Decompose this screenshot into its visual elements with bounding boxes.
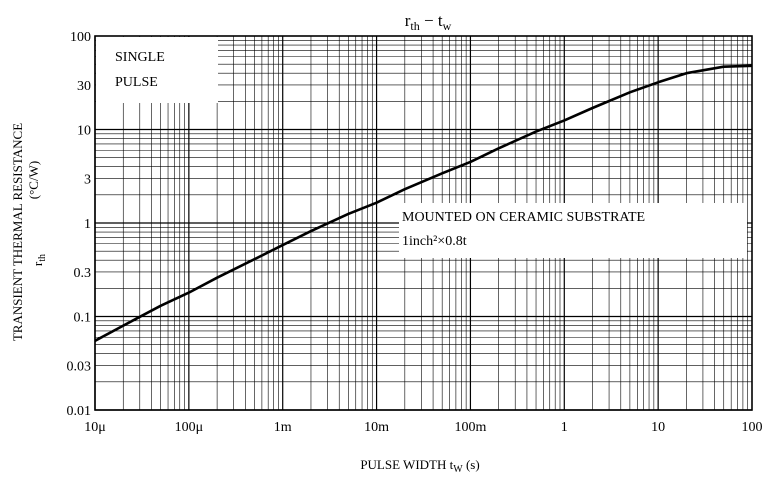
y-axis-unit: (°C/W) — [26, 161, 41, 199]
y-tick-label: 0.03 — [67, 359, 92, 374]
plot-frame — [94, 35, 753, 411]
substrate-sub-label: 1inch²×0.8t — [402, 234, 467, 249]
x-tick-label: 10μ — [84, 420, 106, 435]
chart-title: rth − tw — [405, 11, 452, 33]
x-axis-label: PULSE WIDTH tW (s) — [360, 457, 479, 475]
x-tick-labels: 10μ 100μ 1m 10m 100m 1 10 100 — [84, 420, 762, 435]
x-tick-label: 100 — [742, 420, 763, 435]
x-tick-label: 1m — [274, 420, 292, 435]
substrate-label: MOUNTED ON CERAMIC SUBSTRATE — [402, 210, 645, 225]
series — [94, 64, 753, 342]
x-tick-label: 10 — [651, 420, 665, 435]
annotation-boxes: SINGLE PULSE MOUNTED ON CERAMIC SUBSTRATE 1… — [96, 37, 747, 258]
single-pulse-box — [96, 37, 218, 103]
substrate-box — [399, 203, 747, 258]
y-tick-label: 0.3 — [74, 266, 92, 281]
y-tick-label: 0.01 — [67, 404, 92, 419]
x-tick-label: 100m — [454, 420, 486, 435]
x-tick-label: 100μ — [175, 420, 204, 435]
y-tick-label: 100 — [70, 30, 91, 45]
y-tick-labels: 100 30 10 3 1 0.3 0.1 0.03 0.01 — [67, 30, 92, 419]
x-tick-label: 10m — [364, 420, 389, 435]
x-tick-label: 1 — [561, 420, 568, 435]
y-tick-label: 1 — [84, 217, 91, 232]
y-tick-label: 3 — [84, 172, 91, 187]
y-tick-label: 30 — [77, 79, 91, 94]
y-axis-label-line1: TRANSIENT THERMAL RESISTANCE — [10, 123, 25, 341]
series-line — [94, 64, 753, 342]
single-pulse-label: PULSE — [115, 75, 158, 90]
single-pulse-label: SINGLE — [115, 50, 165, 65]
y-axis-label: TRANSIENT THERMAL RESISTANCE rth (°C/W) — [10, 123, 48, 341]
y-axis-label-line2: rth — [30, 254, 48, 266]
grid — [94, 35, 753, 411]
y-tick-label: 0.1 — [74, 311, 92, 326]
y-tick-label: 10 — [77, 124, 91, 139]
